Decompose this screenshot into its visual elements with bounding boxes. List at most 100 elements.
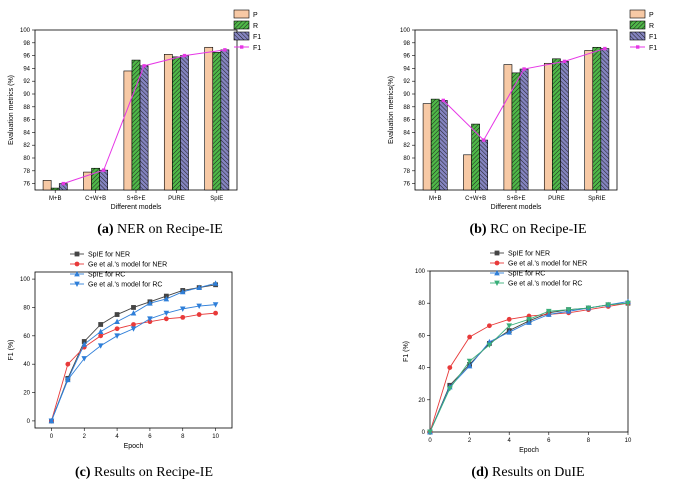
legend-label-a: F1 <box>253 34 261 41</box>
y-tick-label-d: 40 <box>418 366 425 372</box>
caption-b-tag: (b) <box>469 222 487 237</box>
y-axis-label-a: Evaluation metrics (%) <box>8 75 15 145</box>
x-axis-label-a: Different models <box>111 204 162 211</box>
marker-tri-down-c-3 <box>196 303 202 310</box>
marker-circle-c-1 <box>163 316 169 322</box>
marker-triangle-c-2 <box>97 328 104 334</box>
x-tick-label-a: SpIE <box>210 196 223 202</box>
y-tick-label-d: 0 <box>422 430 426 436</box>
marker-square-c-0 <box>98 322 104 327</box>
legend-swatch-a <box>233 20 250 30</box>
marker-tri-down-c-3 <box>147 316 153 322</box>
legend-label-a: P <box>253 12 258 19</box>
caption-c-tag: (c) <box>74 465 91 480</box>
y-tick-label-a: 80 <box>23 156 30 162</box>
x-tick-label-b: M+B <box>429 196 442 202</box>
marker-tri-down-legend-d <box>494 280 500 286</box>
bar-r-a <box>172 56 181 191</box>
y-tick-label-a: 98 <box>23 41 30 47</box>
y-tick-label-a: 76 <box>23 182 30 188</box>
marker-circle-c-1 <box>98 333 104 339</box>
y-tick-label-d: 80 <box>418 301 425 307</box>
y-tick-label-a: 86 <box>23 118 30 124</box>
marker-tri-down-d-3 <box>506 323 512 329</box>
marker-tri-down-d-3 <box>625 300 631 307</box>
bar-p-b <box>584 50 594 191</box>
y-tick-label-a: 94 <box>23 66 30 72</box>
x-tick-label-c: 8 <box>181 434 185 440</box>
f1-line-marker-a <box>182 53 187 58</box>
marker-tri-down-d-3 <box>447 386 453 392</box>
y-tick-label-d: 60 <box>418 333 425 339</box>
y-tick-label-b: 90 <box>403 92 410 98</box>
y-tick-label-b: 82 <box>403 143 410 149</box>
y-tick-label-b: 76 <box>403 182 410 188</box>
y-tick-label-a: 84 <box>23 130 30 136</box>
y-tick-label-a: 90 <box>23 92 30 98</box>
y-tick-label-d: 20 <box>418 398 425 404</box>
y-tick-label-b: 84 <box>403 130 410 136</box>
x-tick-label-c: 6 <box>148 434 152 440</box>
x-tick-label-a: PURE <box>168 196 185 202</box>
y-tick-label-c: 20 <box>23 391 30 397</box>
y-tick-label-a: 92 <box>23 79 30 85</box>
x-tick-label-d: 10 <box>625 438 632 444</box>
legend-label-b: R <box>649 23 654 30</box>
bar-r-b <box>511 72 521 191</box>
marker-square-c-0 <box>114 312 120 317</box>
caption-b-text: RC on Recipe-IE <box>490 222 587 237</box>
y-tick-label-b: 80 <box>403 156 410 162</box>
bar-f1-a <box>139 65 149 191</box>
x-tick-label-b: S+B+E <box>506 196 525 202</box>
marker-tri-down-c-3 <box>114 333 120 339</box>
bar-f1-b <box>600 48 610 191</box>
bar-r-b <box>471 123 480 191</box>
x-tick-label-a: C+W+B <box>85 196 106 202</box>
marker-tri-down-d-3 <box>486 342 493 349</box>
bar-p-b <box>422 103 432 191</box>
bar-p-b <box>463 154 472 191</box>
legend-label-d: SpIE for NER <box>508 251 550 258</box>
f1-line-marker-b <box>603 46 607 51</box>
y-tick-label-b: 94 <box>403 66 410 72</box>
plot-frame-d <box>429 270 629 433</box>
marker-tri-down-d-3 <box>526 316 532 323</box>
marker-triangle-d-2 <box>506 329 512 335</box>
bar-r-a <box>50 187 60 191</box>
marker-triangle-legend-c <box>74 271 80 277</box>
legend-swatch-b <box>629 31 646 41</box>
bar-f1-b <box>560 61 569 191</box>
marker-square-legend-d <box>494 250 500 256</box>
marker-triangle-c-2 <box>114 318 120 325</box>
y-axis-label-d: F1 (%) <box>403 341 410 362</box>
x-tick-label-c: 0 <box>50 434 54 440</box>
marker-triangle-c-2 <box>147 300 153 306</box>
f1-line-marker-b <box>441 98 445 103</box>
bar-f1-b <box>519 68 529 191</box>
legend-label-c: Ge et al.'s model for RC <box>88 282 162 289</box>
x-axis-label-d: Epoch <box>519 447 539 454</box>
marker-circle-c-1 <box>131 322 136 327</box>
marker-tri-down-c-3 <box>179 306 186 312</box>
y-tick-label-b: 92 <box>403 79 410 85</box>
caption-d-text: Results on DuIE <box>492 465 585 480</box>
y-tick-label-c: 80 <box>23 305 30 311</box>
bar-r-a <box>212 52 222 191</box>
marker-triangle-c-2 <box>163 295 170 302</box>
bar-r-b <box>592 46 602 191</box>
x-tick-label-b: PURE <box>548 196 565 202</box>
y-tick-label-c: 0 <box>27 419 31 425</box>
bar-p-b <box>503 64 513 191</box>
caption-a-tag: (a) <box>97 222 114 237</box>
legend-label-d: Ge et al.'s model for RC <box>508 281 582 288</box>
x-tick-label-d: 0 <box>428 438 432 444</box>
marker-square-legend-c <box>74 251 80 257</box>
y-tick-label-a: 96 <box>23 54 30 60</box>
marker-triangle-c-2 <box>196 284 202 290</box>
marker-square-c-0 <box>131 305 136 310</box>
marker-triangle-c-2 <box>179 288 186 295</box>
marker-triangle-c-2 <box>212 280 219 286</box>
bar-f1-b <box>438 100 448 191</box>
legend-label-c: SpIE for NER <box>88 252 130 259</box>
